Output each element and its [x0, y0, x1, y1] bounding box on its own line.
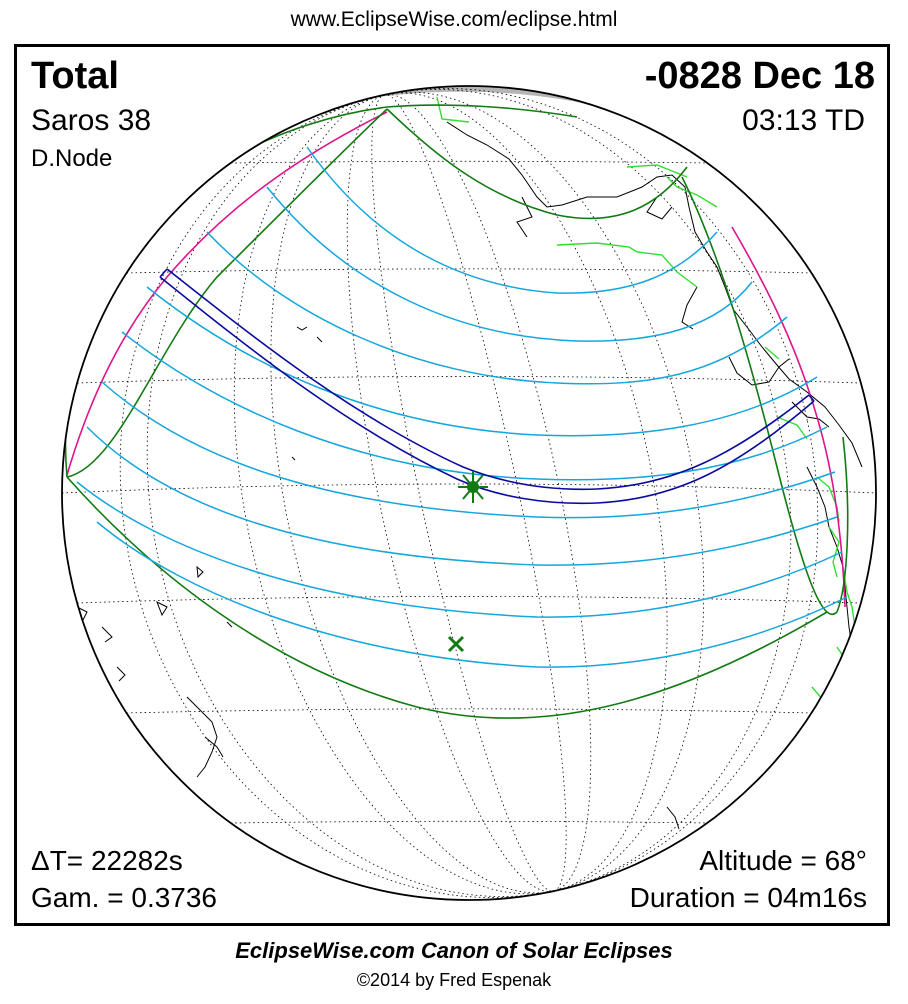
parallel-line	[77, 596, 861, 604]
sunset-terminator	[731, 226, 846, 608]
parallel-line	[62, 483, 876, 494]
day-night-terminator	[66, 111, 388, 476]
sub-solar-point-marker	[447, 635, 465, 653]
totality-duration: Duration = 04m16s	[629, 882, 867, 913]
copyright: ©2014 by Fred Espenak	[356, 970, 552, 990]
source-url[interactable]: www.EclipseWise.com/eclipse.html	[290, 8, 618, 31]
path-of-totality	[159, 268, 815, 505]
eclipse-type: Total	[31, 55, 119, 97]
globe-map	[61, 85, 877, 901]
meridian-line	[119, 88, 819, 898]
parallel-line	[77, 376, 861, 384]
parallel-line	[126, 268, 812, 274]
sun-altitude: Altitude = 68°	[699, 845, 867, 876]
greatest-eclipse-marker	[458, 471, 488, 503]
canon-credit: EclipseWise.com Canon of Solar Eclipses	[235, 938, 673, 963]
eclipse-date: -0828 Dec 18	[644, 55, 875, 97]
eclipse-time: 03:13 TD	[742, 104, 865, 137]
globe-outline	[61, 85, 877, 901]
parallel-line	[126, 708, 812, 714]
saros-number: Saros 38	[31, 104, 152, 137]
eclipse-map-panel: Total Saros 38 D.Node -0828 Dec 18 03:13…	[14, 44, 890, 926]
meridian-line	[146, 89, 792, 897]
gamma: Gam. = 0.3736	[31, 882, 218, 913]
node-label: D.Node	[31, 145, 113, 172]
magnitude-contours	[76, 146, 848, 668]
delta-t: ΔT= 22282s	[31, 845, 183, 876]
